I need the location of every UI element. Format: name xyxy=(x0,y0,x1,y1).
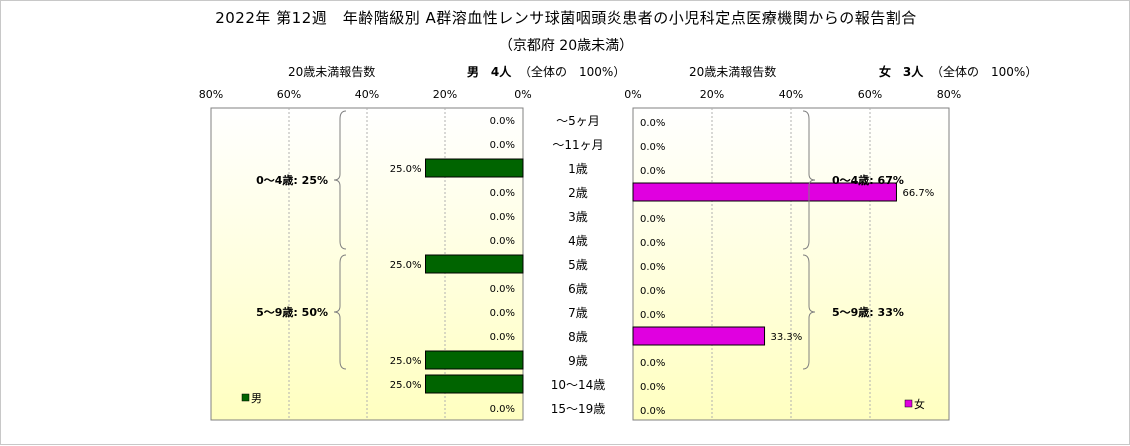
female-data-label: 33.3% xyxy=(771,332,803,343)
female-x-tick-label: 80% xyxy=(937,88,961,101)
female-data-label: 0.0% xyxy=(640,238,665,249)
age-category-label: 6歳 xyxy=(568,282,588,296)
age-category-label: 5歳 xyxy=(568,258,588,272)
female-x-tick-label: 40% xyxy=(779,88,803,101)
age-category-label: 15～19歳 xyxy=(551,402,606,416)
female-data-label: 0.0% xyxy=(640,214,665,225)
female-group-brace xyxy=(802,110,816,250)
male-data-label: 0.0% xyxy=(490,308,515,319)
male-count-label: 20歳未満報告数 xyxy=(288,65,376,79)
female-group-label: 0～4歳: 67% xyxy=(832,173,904,187)
male-bar xyxy=(425,350,524,370)
age-category-label: 1歳 xyxy=(568,162,588,176)
male-sex-label: 男 xyxy=(467,65,480,79)
male-data-label: 0.0% xyxy=(490,332,515,343)
male-header: 男 4人 （全体の 100%） xyxy=(467,63,625,80)
female-data-label: 66.7% xyxy=(902,188,934,199)
male-data-label: 0.0% xyxy=(490,404,515,415)
male-count: 4人 xyxy=(490,65,512,79)
age-category-label: 4歳 xyxy=(568,234,588,248)
female-data-label: 0.0% xyxy=(640,166,665,177)
male-x-tick-label: 60% xyxy=(277,88,301,101)
male-data-label: 25.0% xyxy=(390,380,422,391)
male-data-label: 0.0% xyxy=(490,140,515,151)
male-bar xyxy=(425,254,524,274)
male-x-tick-label: 40% xyxy=(355,88,379,101)
male-x-tick-label: 20% xyxy=(433,88,457,101)
female-data-label: 0.0% xyxy=(640,406,665,417)
female-data-label: 0.0% xyxy=(640,286,665,297)
female-group-brace xyxy=(802,254,816,370)
age-category-label: 8歳 xyxy=(568,330,588,344)
male-data-label: 0.0% xyxy=(490,236,515,247)
male-x-tick-label: 0% xyxy=(514,88,531,101)
female-x-tick-label: 60% xyxy=(858,88,882,101)
male-total: （全体の 100%） xyxy=(519,65,626,79)
age-category-label: ～11ヶ月 xyxy=(552,138,603,152)
female-bar xyxy=(632,326,766,346)
female-legend-swatch xyxy=(904,399,913,408)
male-data-label: 25.0% xyxy=(390,164,422,175)
female-header: 女 3人 （全体の 100%） xyxy=(879,63,1037,80)
female-data-label: 0.0% xyxy=(640,358,665,369)
female-bar xyxy=(632,182,897,202)
chart-title: 2022年 第12週 年齢階級別 A群溶血性レンサ球菌咽頭炎患者の小児科定点医療… xyxy=(215,9,917,27)
age-category-label: 7歳 xyxy=(568,306,588,320)
female-group-label: 5～9歳: 33% xyxy=(832,305,904,319)
male-bar xyxy=(425,158,524,178)
female-data-label: 0.0% xyxy=(640,262,665,273)
male-data-label: 0.0% xyxy=(490,284,515,295)
male-data-label: 25.0% xyxy=(390,356,422,367)
female-count-label: 20歳未満報告数 xyxy=(689,65,777,79)
age-category-label: ～5ヶ月 xyxy=(556,114,600,128)
female-sex-label: 女 xyxy=(879,65,892,79)
age-category-label: 2歳 xyxy=(568,186,588,200)
male-data-label: 0.0% xyxy=(490,212,515,223)
male-group-label: 5～9歳: 50% xyxy=(256,305,328,319)
male-group-brace xyxy=(333,254,347,370)
male-legend-label: 男 xyxy=(251,392,262,405)
age-category-label: 9歳 xyxy=(568,354,588,368)
male-group-label: 0～4歳: 25% xyxy=(256,173,328,187)
male-x-tick-label: 80% xyxy=(199,88,223,101)
female-count: 3人 xyxy=(902,65,924,79)
female-total: （全体の 100%） xyxy=(931,65,1038,79)
female-data-label: 0.0% xyxy=(640,310,665,321)
male-data-label: 25.0% xyxy=(390,260,422,271)
female-x-tick-label: 0% xyxy=(624,88,641,101)
male-group-brace xyxy=(333,110,347,250)
male-bar xyxy=(425,374,524,394)
female-legend-label: 女 xyxy=(914,397,925,411)
age-category-label: 3歳 xyxy=(568,210,588,224)
female-x-tick-label: 20% xyxy=(700,88,724,101)
female-data-label: 0.0% xyxy=(640,142,665,153)
male-data-label: 0.0% xyxy=(490,116,515,127)
male-legend-swatch xyxy=(241,393,250,402)
female-data-label: 0.0% xyxy=(640,118,665,129)
male-data-label: 0.0% xyxy=(490,188,515,199)
female-data-label: 0.0% xyxy=(640,382,665,393)
age-category-label: 10～14歳 xyxy=(551,378,606,392)
chart-subtitle: （京都府 20歳未満） xyxy=(498,38,634,54)
